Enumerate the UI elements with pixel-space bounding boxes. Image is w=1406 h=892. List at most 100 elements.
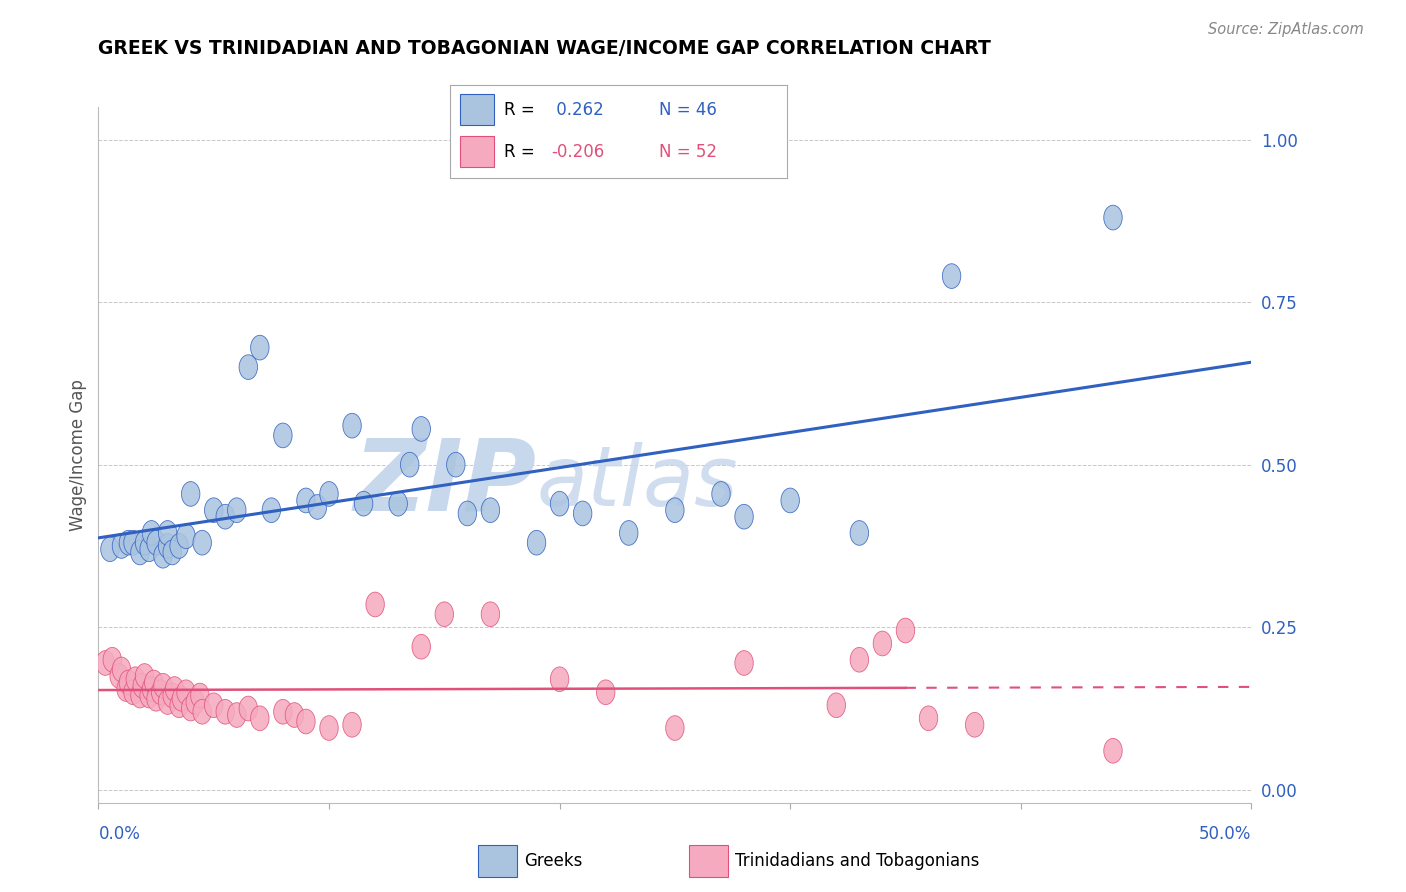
Text: atlas: atlas (537, 442, 738, 524)
Ellipse shape (181, 482, 200, 507)
Ellipse shape (112, 533, 131, 558)
Ellipse shape (177, 680, 195, 705)
Ellipse shape (101, 537, 120, 562)
Ellipse shape (239, 355, 257, 379)
Ellipse shape (920, 706, 938, 731)
Ellipse shape (308, 494, 326, 519)
Ellipse shape (966, 713, 984, 737)
Ellipse shape (96, 650, 114, 675)
Ellipse shape (274, 423, 292, 448)
Ellipse shape (217, 699, 235, 724)
Ellipse shape (239, 696, 257, 721)
Ellipse shape (665, 715, 685, 740)
Text: Trinidadians and Tobagonians: Trinidadians and Tobagonians (734, 852, 979, 870)
Ellipse shape (145, 670, 163, 695)
Ellipse shape (191, 683, 209, 708)
Ellipse shape (134, 673, 152, 698)
Ellipse shape (343, 713, 361, 737)
Ellipse shape (120, 531, 138, 555)
Ellipse shape (412, 417, 430, 442)
Bar (460, 95, 494, 125)
Text: R =: R = (503, 144, 540, 161)
Text: -0.206: -0.206 (551, 144, 605, 161)
Text: Source: ZipAtlas.com: Source: ZipAtlas.com (1208, 22, 1364, 37)
Ellipse shape (204, 693, 224, 718)
Bar (689, 845, 728, 877)
Ellipse shape (711, 482, 730, 507)
Ellipse shape (146, 531, 166, 555)
Ellipse shape (172, 687, 191, 711)
Ellipse shape (166, 677, 184, 701)
Ellipse shape (401, 452, 419, 477)
Ellipse shape (124, 531, 142, 555)
Ellipse shape (319, 715, 339, 740)
Ellipse shape (228, 703, 246, 727)
Ellipse shape (163, 540, 181, 565)
Y-axis label: Wage/Income Gap: Wage/Income Gap (69, 379, 87, 531)
Ellipse shape (434, 602, 454, 626)
Text: N = 52: N = 52 (659, 144, 717, 161)
Ellipse shape (135, 664, 153, 689)
Ellipse shape (204, 498, 224, 523)
Ellipse shape (146, 687, 166, 711)
Ellipse shape (366, 592, 384, 617)
Ellipse shape (159, 521, 177, 545)
Ellipse shape (780, 488, 800, 513)
Ellipse shape (159, 533, 177, 558)
Ellipse shape (159, 690, 177, 714)
Ellipse shape (152, 680, 170, 705)
Ellipse shape (250, 706, 269, 731)
Text: GREEK VS TRINIDADIAN AND TOBAGONIAN WAGE/INCOME GAP CORRELATION CHART: GREEK VS TRINIDADIAN AND TOBAGONIAN WAGE… (98, 39, 991, 58)
Ellipse shape (735, 504, 754, 529)
Ellipse shape (135, 531, 153, 555)
Text: 0.0%: 0.0% (98, 825, 141, 843)
Text: Greeks: Greeks (524, 852, 582, 870)
Ellipse shape (942, 264, 960, 288)
Ellipse shape (110, 664, 128, 689)
Ellipse shape (274, 699, 292, 724)
Bar (460, 136, 494, 167)
Ellipse shape (550, 491, 569, 516)
Ellipse shape (193, 699, 211, 724)
Ellipse shape (1104, 205, 1122, 230)
Ellipse shape (873, 632, 891, 656)
Ellipse shape (389, 491, 408, 516)
Ellipse shape (153, 673, 172, 698)
Ellipse shape (131, 683, 149, 708)
Ellipse shape (550, 667, 569, 691)
Ellipse shape (177, 524, 195, 549)
Ellipse shape (170, 533, 188, 558)
Ellipse shape (735, 650, 754, 675)
Ellipse shape (596, 680, 614, 705)
Ellipse shape (131, 540, 149, 565)
Ellipse shape (458, 501, 477, 525)
Ellipse shape (527, 531, 546, 555)
Ellipse shape (228, 498, 246, 523)
Ellipse shape (481, 498, 499, 523)
Ellipse shape (112, 657, 131, 681)
Text: ZIP: ZIP (353, 434, 537, 532)
Ellipse shape (250, 335, 269, 360)
Ellipse shape (851, 648, 869, 672)
Ellipse shape (297, 488, 315, 513)
Ellipse shape (354, 491, 373, 516)
Ellipse shape (217, 504, 235, 529)
Ellipse shape (141, 537, 159, 562)
Ellipse shape (186, 690, 204, 714)
Ellipse shape (142, 521, 160, 545)
Ellipse shape (620, 521, 638, 545)
Ellipse shape (851, 521, 869, 545)
Ellipse shape (170, 693, 188, 718)
Ellipse shape (141, 683, 159, 708)
Ellipse shape (319, 482, 339, 507)
Ellipse shape (481, 602, 499, 626)
Ellipse shape (285, 703, 304, 727)
Ellipse shape (827, 693, 845, 718)
Ellipse shape (447, 452, 465, 477)
Ellipse shape (665, 498, 685, 523)
Bar (478, 845, 517, 877)
Text: N = 46: N = 46 (659, 101, 717, 119)
Ellipse shape (124, 680, 142, 705)
Ellipse shape (127, 667, 145, 691)
Ellipse shape (343, 413, 361, 438)
